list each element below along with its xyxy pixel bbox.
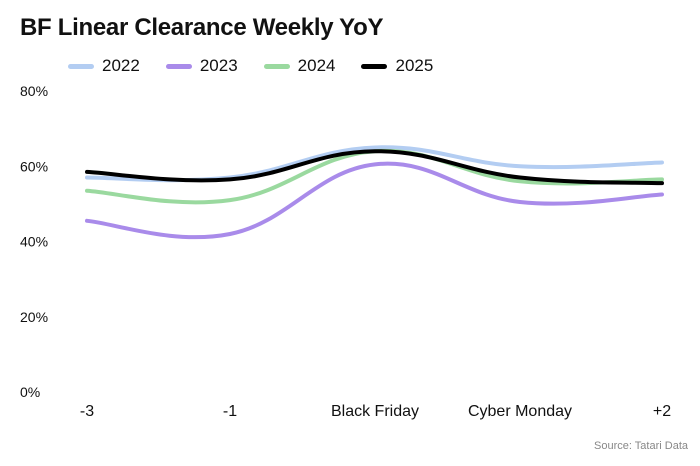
legend-label-2023: 2023 (199, 56, 238, 75)
legend-swatch-2025 (361, 63, 388, 69)
legend-label-2024: 2024 (297, 56, 336, 75)
x-tick-label: Black Friday (331, 403, 419, 420)
legend: 2022 2023 2024 2025 (68, 56, 459, 76)
y-tick-label: 0% (20, 384, 40, 400)
y-tick-label: 80% (20, 83, 48, 99)
chart-title: BF Linear Clearance Weekly YoY (20, 14, 384, 41)
legend-item-2023: 2023 (165, 56, 238, 76)
legend-swatch-2023 (165, 63, 192, 69)
legend-swatch-2024 (263, 63, 290, 69)
series-line-2025 (85, 149, 664, 186)
x-tick-label: +2 (653, 403, 671, 420)
y-tick-label: 40% (20, 234, 48, 250)
series-line-2024 (85, 148, 664, 205)
y-tick-label: 60% (20, 158, 48, 174)
x-tick-label: -3 (80, 403, 94, 420)
x-tick-label: Cyber Monday (468, 403, 572, 420)
source-note: Source: Tatari Data (594, 440, 688, 452)
legend-item-2025: 2025 (361, 56, 433, 76)
legend-label-2025: 2025 (395, 56, 434, 75)
y-tick-label: 20% (20, 309, 48, 325)
legend-label-2022: 2022 (102, 56, 140, 75)
legend-item-2022: 2022 (68, 56, 140, 76)
legend-item-2024: 2024 (263, 56, 336, 76)
legend-swatch-2022 (68, 63, 94, 69)
x-tick-label: -1 (223, 403, 237, 420)
series-line-2023 (85, 161, 664, 240)
